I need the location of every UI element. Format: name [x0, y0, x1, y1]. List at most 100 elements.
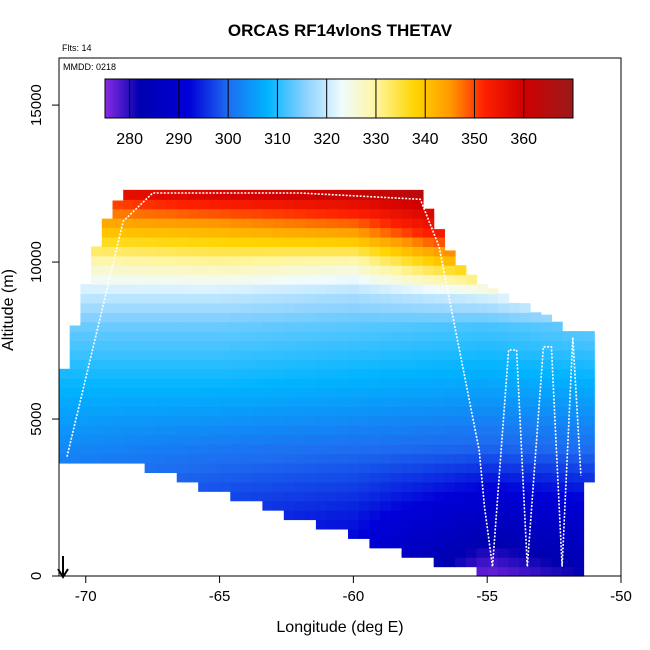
heatmap-cell — [455, 472, 467, 483]
heatmap-cell — [69, 387, 81, 398]
heatmap-cell — [358, 302, 371, 313]
heatmap-cell — [251, 434, 263, 445]
heatmap-cell — [59, 453, 71, 464]
heatmap-cell — [176, 406, 189, 417]
heatmap-cell — [283, 227, 296, 238]
heatmap-cell — [572, 368, 585, 379]
heatmap-cell — [508, 368, 520, 379]
heatmap-cell — [412, 462, 424, 473]
heatmap-cell — [315, 387, 328, 398]
heatmap-cell — [465, 387, 478, 398]
heatmap-cell — [455, 312, 467, 323]
heatmap-cell — [208, 425, 221, 436]
heatmap-cell — [208, 378, 221, 389]
heatmap-cell — [80, 302, 92, 313]
heatmap-cell — [112, 331, 124, 342]
colorbar-tick-label: 280 — [116, 131, 143, 148]
heatmap-cell — [198, 321, 210, 332]
heatmap-cell — [583, 359, 595, 370]
heatmap-cell — [144, 453, 156, 464]
heatmap-cell — [358, 312, 371, 323]
heatmap-cell — [487, 340, 499, 351]
heatmap-cell — [390, 519, 403, 530]
heatmap-cell — [422, 425, 435, 436]
heatmap-cell — [422, 236, 435, 247]
heatmap-cell — [262, 340, 274, 351]
heatmap-cell — [219, 378, 231, 389]
colorbar-tick-label: 320 — [313, 131, 340, 148]
heatmap-cell — [166, 378, 178, 389]
heatmap-cell — [155, 208, 167, 219]
heatmap-cell — [219, 331, 231, 342]
heatmap-cell — [455, 547, 467, 558]
heatmap-cell — [412, 444, 424, 455]
heatmap-cell — [176, 236, 189, 247]
heatmap-cell — [348, 274, 360, 285]
heatmap-cell — [166, 189, 178, 200]
heatmap-cell — [187, 462, 199, 473]
heatmap-cell — [123, 444, 135, 455]
heatmap-cell — [305, 462, 317, 473]
heatmap-cell — [380, 472, 392, 483]
heatmap-cell — [562, 415, 574, 426]
heatmap-cell — [508, 547, 520, 558]
heatmap-cell — [230, 227, 242, 238]
heatmap-cell — [59, 434, 71, 445]
heatmap-cell — [176, 246, 189, 257]
heatmap-cell — [497, 387, 510, 398]
heatmap-cell — [497, 519, 510, 530]
heatmap-cell — [369, 236, 381, 247]
heatmap-cell — [123, 265, 135, 276]
heatmap-cell — [497, 491, 510, 502]
heatmap-cell — [497, 472, 510, 483]
heatmap-cell — [326, 387, 338, 398]
heatmap-cell — [273, 415, 285, 426]
heatmap-cell — [112, 406, 124, 417]
heatmap-cell — [283, 462, 296, 473]
heatmap-cell — [422, 265, 435, 276]
heatmap-cell — [508, 415, 520, 426]
heatmap-cell — [262, 481, 274, 492]
heatmap-cell — [530, 425, 542, 436]
flights-annotation: Flts: 14 — [62, 43, 92, 53]
heatmap-cell — [91, 406, 103, 417]
heatmap-cell — [123, 246, 135, 257]
heatmap-cell — [390, 528, 403, 539]
heatmap-cell — [540, 378, 553, 389]
heatmap-cell — [133, 453, 146, 464]
heatmap-cell — [155, 312, 167, 323]
heatmap-cell — [240, 340, 253, 351]
heatmap-cell — [198, 302, 210, 313]
heatmap-cell — [433, 331, 445, 342]
heatmap-cell — [208, 218, 221, 229]
heatmap-cell — [369, 189, 381, 200]
heatmap-cell — [583, 434, 595, 445]
heatmap-cell — [337, 444, 349, 455]
heatmap-cell — [144, 227, 156, 238]
heatmap-cell — [315, 462, 328, 473]
heatmap-cell — [487, 462, 499, 473]
heatmap-cell — [401, 208, 413, 219]
heatmap-cell — [390, 368, 403, 379]
heatmap-cell — [273, 293, 285, 304]
heatmap-cell — [583, 462, 595, 473]
heatmap-cell — [176, 255, 189, 266]
heatmap-cell — [59, 415, 71, 426]
heatmap-cell — [176, 397, 189, 408]
heatmap-cell — [412, 500, 424, 511]
heatmap-cell — [166, 359, 178, 370]
heatmap-cell — [433, 368, 445, 379]
heatmap-cell — [187, 189, 199, 200]
heatmap-cell — [422, 434, 435, 445]
heatmap-cell — [455, 387, 467, 398]
heatmap-cell — [91, 415, 103, 426]
heatmap-cell — [390, 378, 403, 389]
heatmap-cell — [198, 293, 210, 304]
heatmap-cell — [166, 453, 178, 464]
heatmap-cell — [208, 331, 221, 342]
heatmap-cell — [337, 481, 349, 492]
heatmap-cell — [326, 500, 338, 511]
heatmap-cell — [305, 378, 317, 389]
heatmap-cell — [240, 246, 253, 257]
heatmap-cell — [348, 368, 360, 379]
